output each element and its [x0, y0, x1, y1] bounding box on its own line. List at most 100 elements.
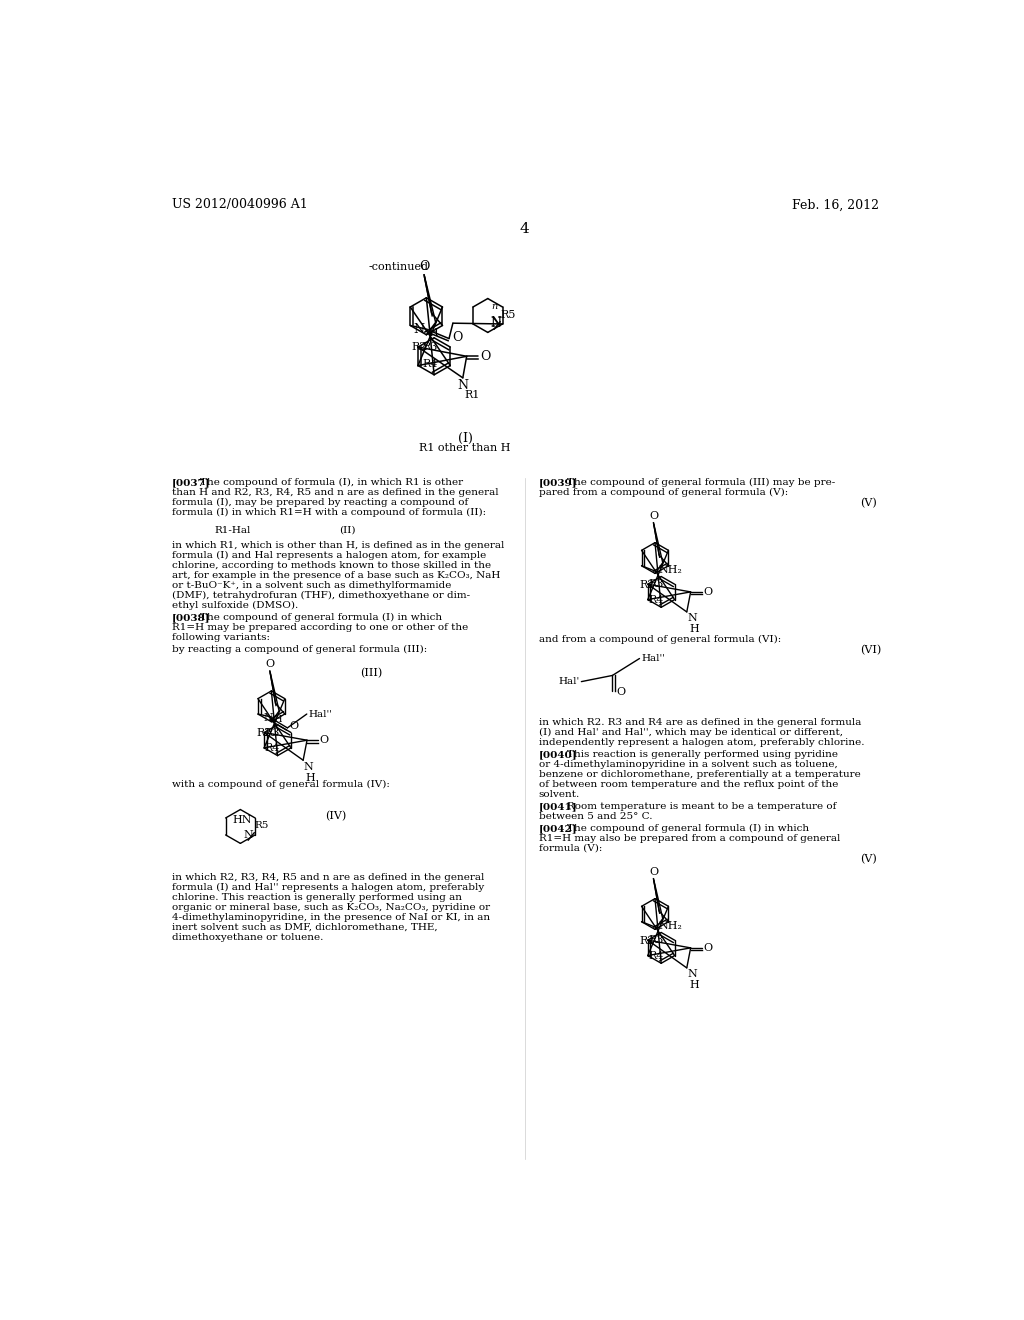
Text: O: O — [649, 511, 658, 521]
Text: R4: R4 — [648, 594, 664, 605]
Text: R2: R2 — [411, 342, 426, 351]
Text: The compound of general formula (I) in which: The compound of general formula (I) in w… — [200, 612, 442, 622]
Text: This reaction is generally performed using pyridine: This reaction is generally performed usi… — [566, 750, 838, 759]
Text: O: O — [703, 587, 712, 597]
Text: NH₂: NH₂ — [658, 565, 683, 576]
Text: H: H — [428, 327, 438, 338]
Text: R3: R3 — [648, 579, 664, 589]
Text: The compound of formula (I), in which R1 is other: The compound of formula (I), in which R1… — [200, 478, 463, 487]
Text: O: O — [290, 721, 299, 731]
Text: Hal'': Hal'' — [308, 710, 333, 718]
Text: H: H — [273, 715, 282, 723]
Text: formula (I) and Hal represents a halogen atom, for example: formula (I) and Hal represents a halogen… — [172, 550, 486, 560]
Text: R2: R2 — [256, 727, 271, 738]
Text: [0041]: [0041] — [539, 801, 578, 810]
Text: organic or mineral base, such as K₂CO₃, Na₂CO₃, pyridine or: organic or mineral base, such as K₂CO₃, … — [172, 903, 490, 912]
Text: in which R2. R3 and R4 are as defined in the general formula: in which R2. R3 and R4 are as defined in… — [539, 718, 861, 727]
Text: and from a compound of general formula (VI):: and from a compound of general formula (… — [539, 635, 781, 644]
Text: -continued: -continued — [369, 263, 428, 272]
Text: [0039]: [0039] — [539, 478, 578, 487]
Text: R3: R3 — [423, 342, 438, 352]
Text: R2: R2 — [640, 936, 655, 945]
Text: 4: 4 — [520, 222, 529, 235]
Text: Room temperature is meant to be a temperature of: Room temperature is meant to be a temper… — [566, 801, 836, 810]
Text: (II): (II) — [339, 525, 355, 535]
Text: HN: HN — [232, 814, 252, 825]
Text: R2: R2 — [640, 579, 655, 590]
Text: H: H — [689, 624, 698, 634]
Text: chlorine, according to methods known to those skilled in the: chlorine, according to methods known to … — [172, 561, 492, 570]
Text: (V): (V) — [860, 854, 878, 865]
Text: N: N — [414, 323, 424, 337]
Text: R1=H may also be prepared from a compound of general: R1=H may also be prepared from a compoun… — [539, 834, 840, 843]
Text: N: N — [687, 969, 697, 979]
Text: 4-dimethylaminopyridine, in the presence of NaI or KI, in an: 4-dimethylaminopyridine, in the presence… — [172, 912, 490, 921]
Text: O: O — [265, 660, 274, 669]
Text: O: O — [419, 260, 429, 273]
Text: R1=H may be prepared according to one or other of the: R1=H may be prepared according to one or… — [172, 623, 468, 632]
Text: following variants:: following variants: — [172, 634, 270, 642]
Text: R1-Hal: R1-Hal — [215, 525, 251, 535]
Text: [0042]: [0042] — [539, 824, 578, 833]
Text: H: H — [689, 981, 698, 990]
Text: R5: R5 — [500, 310, 515, 321]
Text: [0040]: [0040] — [539, 750, 578, 759]
Text: with a compound of general formula (IV):: with a compound of general formula (IV): — [172, 780, 390, 788]
Text: US 2012/0040996 A1: US 2012/0040996 A1 — [172, 198, 308, 211]
Text: pared from a compound of general formula (V):: pared from a compound of general formula… — [539, 488, 788, 498]
Text: R3: R3 — [265, 727, 281, 738]
Text: Hal'': Hal'' — [641, 653, 665, 663]
Text: of between room temperature and the reflux point of the: of between room temperature and the refl… — [539, 780, 838, 789]
Text: than H and R2, R3, R4, R5 and n are as defined in the general: than H and R2, R3, R4, R5 and n are as d… — [172, 488, 499, 496]
Text: (IV): (IV) — [326, 810, 347, 821]
Text: chlorine. This reaction is generally performed using an: chlorine. This reaction is generally per… — [172, 892, 462, 902]
Text: O: O — [649, 867, 658, 876]
Text: O: O — [319, 735, 329, 746]
Text: (V): (V) — [860, 498, 878, 508]
Text: R3: R3 — [648, 935, 664, 945]
Text: (III): (III) — [360, 668, 383, 678]
Text: O: O — [703, 942, 712, 953]
Text: in which R2, R3, R4, R5 and n are as defined in the general: in which R2, R3, R4, R5 and n are as def… — [172, 873, 484, 882]
Text: inert solvent such as DMF, dichloromethane, THE,: inert solvent such as DMF, dichlorometha… — [172, 923, 438, 932]
Text: (I): (I) — [458, 432, 472, 445]
Text: The compound of general formula (III) may be pre-: The compound of general formula (III) ma… — [566, 478, 835, 487]
Text: between 5 and 25° C.: between 5 and 25° C. — [539, 812, 652, 821]
Text: N: N — [687, 614, 697, 623]
Text: n: n — [492, 302, 498, 312]
Text: Hal': Hal' — [558, 677, 580, 686]
Text: R1: R1 — [464, 391, 479, 400]
Text: N: N — [490, 315, 501, 329]
Text: O: O — [453, 330, 463, 343]
Text: Feb. 16, 2012: Feb. 16, 2012 — [792, 198, 879, 211]
Text: N: N — [489, 317, 501, 330]
Text: (VI): (VI) — [860, 645, 882, 655]
Text: solvent.: solvent. — [539, 789, 580, 799]
Text: [0037]: [0037] — [172, 478, 211, 487]
Text: H: H — [305, 772, 315, 783]
Text: art, for example in the presence of a base such as K₂CO₃, NaH: art, for example in the presence of a ba… — [172, 572, 501, 579]
Text: in which R1, which is other than H, is defined as in the general: in which R1, which is other than H, is d… — [172, 541, 505, 550]
Text: (I) and Hal' and Hal'', which may be identical or different,: (I) and Hal' and Hal'', which may be ide… — [539, 727, 843, 737]
Text: (DMF), tetrahydrofuran (THF), dimethoxyethane or dim-: (DMF), tetrahydrofuran (THF), dimethoxye… — [172, 591, 470, 601]
Text: N: N — [244, 830, 253, 841]
Text: N: N — [458, 379, 468, 392]
Text: dimethoxyethane or toluene.: dimethoxyethane or toluene. — [172, 933, 324, 941]
Text: formula (V):: formula (V): — [539, 843, 602, 853]
Text: R4: R4 — [423, 359, 438, 370]
Text: independently represent a halogen atom, preferably chlorine.: independently represent a halogen atom, … — [539, 738, 864, 747]
Text: The compound of general formula (I) in which: The compound of general formula (I) in w… — [566, 824, 809, 833]
Text: [0038]: [0038] — [172, 612, 211, 622]
Text: R4: R4 — [648, 950, 664, 961]
Text: NH₂: NH₂ — [658, 921, 683, 932]
Text: O: O — [616, 688, 626, 697]
Text: N: N — [304, 762, 313, 772]
Text: or 4-dimethylaminopyridine in a solvent such as toluene,: or 4-dimethylaminopyridine in a solvent … — [539, 760, 838, 768]
Text: R4: R4 — [265, 743, 281, 752]
Text: N: N — [263, 713, 273, 723]
Text: by reacting a compound of general formula (III):: by reacting a compound of general formul… — [172, 645, 427, 655]
Text: formula (I) and Hal'' represents a halogen atom, preferably: formula (I) and Hal'' represents a halog… — [172, 883, 484, 892]
Text: formula (I), may be prepared by reacting a compound of: formula (I), may be prepared by reacting… — [172, 498, 468, 507]
Text: benzene or dichloromethane, preferentially at a temperature: benzene or dichloromethane, preferential… — [539, 770, 860, 779]
Text: R5: R5 — [254, 821, 268, 829]
